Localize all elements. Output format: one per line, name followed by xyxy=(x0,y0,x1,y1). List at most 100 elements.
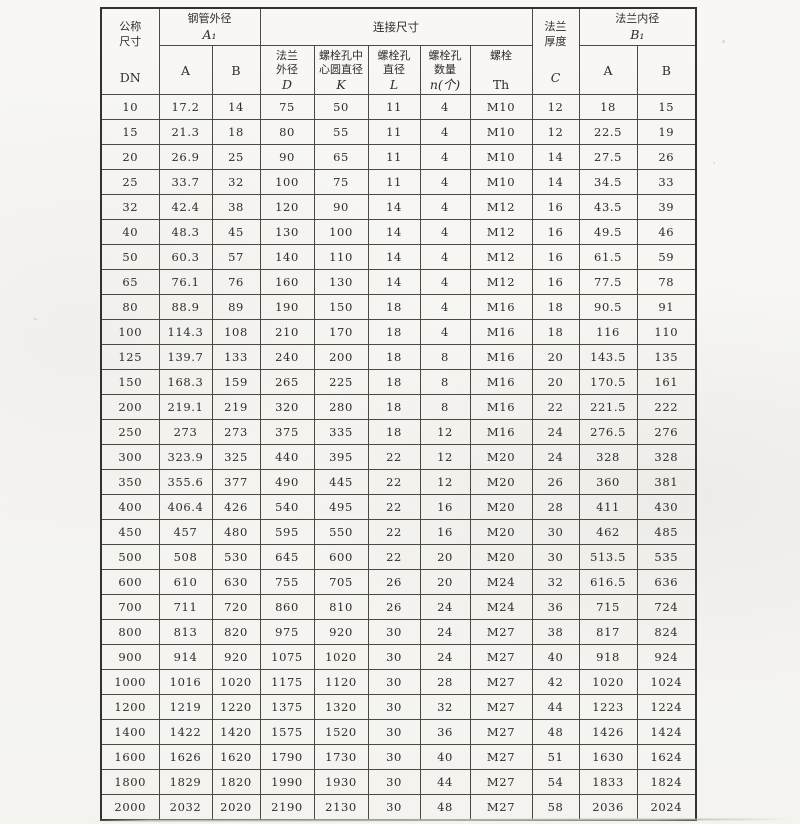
table-cell: 26 xyxy=(636,144,697,170)
table-cell: 120 xyxy=(259,194,315,220)
table-cell: 924 xyxy=(636,644,697,670)
table-cell: 800 xyxy=(100,619,160,645)
table-cell: 1020 xyxy=(578,669,638,695)
header-flange-id-title: 法兰内径 xyxy=(615,12,660,25)
table-header: 公称 尺寸 DN 钢管外径 A₁ 连接尺寸 法兰 厚 xyxy=(100,7,697,95)
table-cell: 110 xyxy=(313,244,369,270)
table-cell: 630 xyxy=(211,569,261,595)
table-cell: 28 xyxy=(419,669,471,695)
table-row: 80 88.9 89 190 150 18 4 M16 18 90.5 91 xyxy=(100,294,697,320)
table-row: 50 60.3 57 140 110 14 4 M12 16 61.5 59 xyxy=(100,244,697,270)
table-row: 100 114.3 108 210 170 18 4 M16 18 116 110 xyxy=(100,319,697,345)
table-cell: 100 xyxy=(259,169,315,195)
table-cell: 160 xyxy=(259,269,315,295)
table-cell: 50 xyxy=(313,94,369,120)
table-cell: 139.7 xyxy=(158,344,213,370)
table-cell: 1520 xyxy=(313,719,369,745)
table-cell: 135 xyxy=(636,344,697,370)
table-cell: 755 xyxy=(259,569,315,595)
table-cell: 411 xyxy=(578,494,638,520)
table-cell: M27 xyxy=(469,694,533,720)
table-row: 800 813 820 975 920 30 24 M27 38 817 824 xyxy=(100,619,697,645)
table-cell: 18 xyxy=(531,294,580,320)
table-cell: 22 xyxy=(367,444,421,470)
table-cell: 810 xyxy=(313,594,369,620)
table-cell: 1730 xyxy=(313,744,369,770)
table-cell: 40 xyxy=(419,744,471,770)
table-cell: M20 xyxy=(469,469,533,495)
table-cell: 90 xyxy=(313,194,369,220)
table-cell: 40 xyxy=(531,644,580,670)
table-cell: 4 xyxy=(419,319,471,345)
table-cell: 89 xyxy=(211,294,261,320)
subheader-id-b: B xyxy=(636,45,697,95)
table-cell: 4 xyxy=(419,144,471,170)
table-cell: 32 xyxy=(211,169,261,195)
table-cell: M20 xyxy=(469,544,533,570)
table-cell: 18 xyxy=(531,319,580,345)
table-cell: 813 xyxy=(158,619,213,645)
table-cell: 48 xyxy=(531,719,580,745)
table-cell: 40 xyxy=(100,219,160,245)
scan-artifact-line xyxy=(91,818,793,822)
table-cell: 26 xyxy=(367,569,421,595)
table-cell: 720 xyxy=(211,594,261,620)
table-cell: 42.4 xyxy=(158,194,213,220)
table-cell: 30 xyxy=(367,644,421,670)
table-cell: 2190 xyxy=(259,794,315,820)
table-cell: M16 xyxy=(469,319,533,345)
table-cell: 50 xyxy=(100,244,160,270)
table-cell: 55 xyxy=(313,119,369,145)
table-cell: M20 xyxy=(469,519,533,545)
table-cell: 24 xyxy=(419,644,471,670)
table-cell: 11 xyxy=(367,169,421,195)
table-cell: 320 xyxy=(259,394,315,420)
table-cell: 377 xyxy=(211,469,261,495)
table-cell: 26.9 xyxy=(158,144,213,170)
table-cell: 1420 xyxy=(211,719,261,745)
table-cell: 219 xyxy=(211,394,261,420)
table-cell: 918 xyxy=(578,644,638,670)
table-cell: 276.5 xyxy=(578,419,638,445)
table-cell: M12 xyxy=(469,244,533,270)
table-cell: 360 xyxy=(578,469,638,495)
table-cell: 54 xyxy=(531,769,580,795)
table-cell: M24 xyxy=(469,594,533,620)
table-cell: 91 xyxy=(636,294,697,320)
table-cell: 445 xyxy=(313,469,369,495)
table-cell: 4 xyxy=(419,294,471,320)
table-cell: 39 xyxy=(636,194,697,220)
table-cell: 20 xyxy=(419,569,471,595)
table-cell: 25 xyxy=(211,144,261,170)
table-cell: 18 xyxy=(367,394,421,420)
table-cell: 15 xyxy=(636,94,697,120)
table-cell: 400 xyxy=(100,494,160,520)
table-cell: 38 xyxy=(531,619,580,645)
table-cell: M10 xyxy=(469,94,533,120)
table-cell: 210 xyxy=(259,319,315,345)
table-cell: M10 xyxy=(469,144,533,170)
table-cell: 76 xyxy=(211,269,261,295)
table-cell: 30 xyxy=(367,694,421,720)
table-cell: 335 xyxy=(313,419,369,445)
header-pipe-od-symbol: A₁ xyxy=(202,27,217,42)
table-cell: 30 xyxy=(367,769,421,795)
table-cell: 80 xyxy=(100,294,160,320)
table-cell: 1320 xyxy=(313,694,369,720)
table-cell: 190 xyxy=(259,294,315,320)
table-cell: 11 xyxy=(367,119,421,145)
table-cell: 77.5 xyxy=(578,269,638,295)
table-cell: 920 xyxy=(211,644,261,670)
table-cell: 8 xyxy=(419,344,471,370)
table-cell: 20 xyxy=(419,544,471,570)
table-row: 250 273 273 375 335 18 12 M16 24 276.5 276 xyxy=(100,419,697,445)
table-cell: 116 xyxy=(578,319,638,345)
table-body: 10 17.2 14 75 50 11 4 M10 12 18 15 15 21.3 18 80 55 11 4 M… xyxy=(100,94,697,820)
table-cell: 375 xyxy=(259,419,315,445)
table-cell: M27 xyxy=(469,644,533,670)
table-cell: M16 xyxy=(469,419,533,445)
table-cell: 61.5 xyxy=(578,244,638,270)
table-cell: 32 xyxy=(419,694,471,720)
table-cell: M20 xyxy=(469,444,533,470)
